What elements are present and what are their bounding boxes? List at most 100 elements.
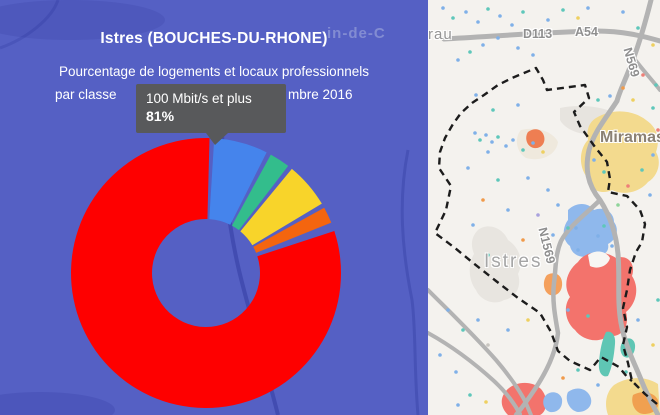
chart-title: Istres (BOUCHES-DU-RHONE) (100, 30, 328, 47)
coverage-dot (451, 16, 455, 20)
stats-panel: in-de-C Istres (BOUCHES-DU-RHONE) Pource… (0, 0, 428, 415)
coverage-dot (498, 14, 502, 18)
coverage-dot (504, 144, 508, 148)
coverage-dot (474, 93, 478, 97)
coverage-dot (531, 53, 535, 57)
coverage-dot (621, 86, 625, 90)
coverage-yellow-miramas (580, 111, 659, 193)
coverage-dot (496, 178, 500, 182)
coverage-dot (521, 10, 525, 14)
coverage-dot (656, 128, 660, 132)
donut-slice-1[interactable] (231, 154, 289, 231)
coverage-dot (526, 318, 530, 322)
coverage-dot (468, 393, 472, 397)
coverage-dot (602, 224, 606, 228)
coverage-dot (486, 7, 490, 11)
coverage-dot (441, 6, 445, 10)
chart-subtitle-line2-left: par classe (55, 87, 117, 102)
coverage-dot (586, 6, 590, 10)
coverage-red-notch (588, 251, 610, 268)
commune-boundary (433, 66, 658, 405)
coverage-dot (471, 223, 475, 227)
coverage-dot (456, 403, 460, 407)
map-place-label-crau-fragment: rau (428, 26, 453, 43)
map[interactable]: rau D113 A54 N569 N1569 Miramas Istres (428, 0, 660, 415)
donut-chart (71, 138, 342, 409)
terrain-gray-town (469, 226, 521, 303)
coverage-dot (481, 198, 485, 202)
road-n1569 (513, 197, 603, 415)
chart-tooltip: 100 Mbit/s et plus 81% (136, 84, 286, 145)
coverage-dot (468, 50, 472, 54)
coverage-dot (506, 208, 510, 212)
donut-slice-100 Mbit/s et plus[interactable] (71, 138, 342, 409)
coverage-dot (516, 46, 520, 50)
coverage-dot (636, 26, 640, 30)
coverage-dot (486, 343, 490, 347)
coverage-dot (616, 203, 620, 207)
coverage-dot (592, 158, 596, 162)
coverage-dot (490, 140, 494, 144)
chart-subtitle-line2-right: mbre 2016 (288, 87, 353, 102)
road-label-a54: A54 (575, 25, 598, 39)
coverage-dot (551, 233, 555, 237)
coverage-dot (531, 141, 535, 145)
coverage-dot (621, 10, 625, 14)
coverage-dot (651, 343, 655, 347)
coverage-dot (596, 98, 600, 102)
coverage-dot (484, 133, 488, 137)
donut-slice-2[interactable] (240, 168, 322, 246)
coverage-dot (454, 370, 458, 374)
coverage-dot (656, 298, 660, 302)
coverage-dot (486, 150, 490, 154)
coverage-dot (464, 10, 468, 14)
coverage-blue-s2 (566, 388, 592, 412)
coverage-dot (648, 193, 652, 197)
coverage-dot (586, 314, 590, 318)
coverage-dot (491, 108, 495, 112)
coverage-dot (636, 318, 640, 322)
coverage-dot (521, 148, 525, 152)
coverage-teal-strip (598, 331, 616, 377)
coverage-dot (486, 253, 490, 257)
coverage-dot (610, 244, 614, 248)
road-fork-ne (631, 55, 660, 92)
coverage-dot (438, 353, 442, 357)
coverage-dot (626, 58, 630, 62)
coverage-dot (574, 226, 578, 230)
coverage-dot (608, 94, 612, 98)
tooltip-pointer (206, 133, 228, 145)
coverage-dot (640, 168, 644, 172)
coverage-dot (651, 43, 655, 47)
chart-subtitle-line1: Pourcentage de logements et locaux profe… (59, 64, 369, 79)
coverage-dot (546, 188, 550, 192)
road-sw-2 (428, 331, 522, 415)
coverage-dot (466, 166, 470, 170)
coverage-dot (561, 8, 565, 12)
coverage-dot (496, 36, 500, 40)
road-label-d113: D113 (523, 27, 553, 41)
coverage-dot (651, 106, 655, 110)
coverage-dot (506, 328, 510, 332)
ghost-place-label: in-de-C (327, 25, 386, 42)
tooltip-value: 81% (146, 108, 175, 124)
coverage-dot (536, 213, 540, 217)
coverage-dot (546, 18, 550, 22)
coverage-dot (631, 98, 635, 102)
coverage-dot (602, 170, 606, 174)
coverage-dot (566, 226, 570, 230)
donut-slice-0[interactable] (209, 138, 267, 225)
coverage-dot (556, 203, 560, 207)
coverage-dot (473, 131, 477, 135)
coverage-blue-field (563, 204, 617, 257)
coverage-dot (561, 376, 565, 380)
coverage-dot (596, 234, 600, 238)
coverage-dot (516, 103, 520, 107)
coverage-dot (576, 368, 580, 372)
coverage-dot (626, 184, 630, 188)
coverage-dot (496, 135, 500, 139)
donut-slice-3[interactable] (253, 207, 332, 253)
coverage-dot (476, 318, 480, 322)
coverage-dot (456, 58, 460, 62)
